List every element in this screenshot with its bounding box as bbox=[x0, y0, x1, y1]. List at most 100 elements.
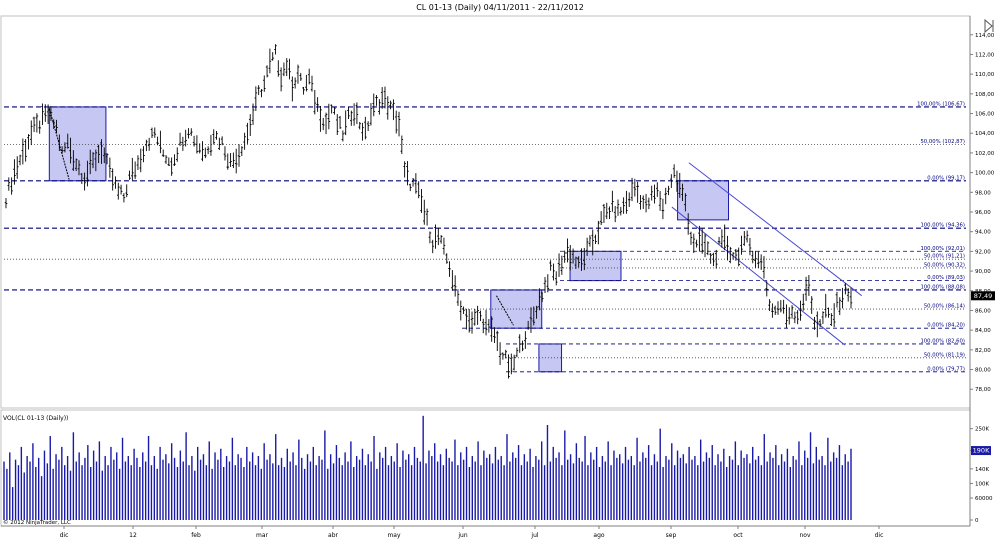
price-bar bbox=[518, 334, 522, 353]
range-box[interactable] bbox=[48, 106, 107, 182]
price-bar bbox=[330, 104, 333, 114]
price-bar bbox=[801, 293, 805, 311]
fib-level-label: 100,00% (82,60) bbox=[920, 338, 965, 344]
price-bar bbox=[846, 288, 850, 302]
price-bar bbox=[167, 157, 171, 167]
navigate-forward-icon[interactable] bbox=[984, 18, 994, 34]
price-bar bbox=[161, 149, 165, 157]
price-bar bbox=[622, 197, 625, 214]
time-tick-label: jul bbox=[530, 532, 538, 539]
price-bar bbox=[4, 198, 8, 209]
last-volume-marker bbox=[971, 446, 991, 456]
price-bar bbox=[364, 116, 367, 140]
price-bar bbox=[448, 261, 451, 277]
price-bar bbox=[627, 192, 631, 208]
price-bar bbox=[187, 128, 190, 139]
price-bar bbox=[243, 132, 246, 150]
price-bar bbox=[653, 184, 656, 204]
price-bar bbox=[501, 352, 505, 360]
price-bar bbox=[319, 105, 322, 132]
price-bar bbox=[268, 48, 272, 74]
channel-line[interactable] bbox=[688, 162, 862, 297]
price-bar bbox=[428, 231, 432, 244]
price-bar bbox=[686, 213, 690, 235]
price-bar bbox=[226, 153, 230, 170]
rectangle-drawings[interactable] bbox=[48, 106, 730, 373]
price-bars bbox=[4, 44, 853, 379]
price-bar bbox=[251, 103, 255, 125]
price-bar bbox=[717, 236, 721, 245]
price-bar bbox=[229, 153, 232, 167]
channel-line[interactable] bbox=[671, 206, 846, 346]
price-bar bbox=[599, 211, 603, 226]
price-bar bbox=[667, 185, 670, 196]
range-box[interactable] bbox=[569, 250, 622, 282]
channel-lines[interactable] bbox=[671, 162, 862, 346]
price-bar bbox=[787, 307, 791, 325]
price-tick-label: 102,00 bbox=[975, 151, 995, 157]
price-bar bbox=[838, 297, 842, 316]
price-bar bbox=[35, 113, 39, 133]
fibonacci-levels[interactable]: 100,00% (106,67) 50,00% (102,87) 0,00% (99… bbox=[4, 101, 966, 372]
price-bar bbox=[538, 288, 541, 311]
price-bar bbox=[156, 136, 159, 146]
copyright-label: © 2012 NinjaTrader, LLC bbox=[3, 519, 71, 526]
price-tick-label: 94,00 bbox=[975, 230, 991, 236]
price-bar bbox=[568, 244, 572, 271]
diagonal-line[interactable] bbox=[48, 108, 70, 180]
price-bar bbox=[453, 275, 457, 297]
volume-tick-label: 250K bbox=[975, 427, 989, 433]
price-bar bbox=[726, 235, 729, 261]
price-bar bbox=[743, 231, 746, 246]
price-bar bbox=[476, 305, 479, 325]
price-bar bbox=[588, 235, 592, 247]
price-bar bbox=[145, 139, 148, 152]
price-tick-label: 92,00 bbox=[975, 249, 991, 255]
price-bar bbox=[510, 353, 513, 375]
price-bar bbox=[97, 144, 100, 164]
price-bar bbox=[473, 309, 477, 326]
price-bar bbox=[681, 183, 684, 202]
price-bar bbox=[44, 104, 47, 122]
price-bar bbox=[223, 146, 227, 161]
price-bar bbox=[439, 235, 443, 244]
price-bar bbox=[661, 198, 665, 220]
price-bar bbox=[695, 239, 698, 248]
price-bar bbox=[189, 128, 193, 136]
price-bar bbox=[86, 160, 89, 187]
price-bar bbox=[344, 110, 347, 136]
price-bar bbox=[650, 185, 653, 201]
price-bar bbox=[768, 299, 771, 312]
volume-panel-label: VOL(CL 01-13 (Daily)) bbox=[3, 415, 68, 422]
price-bar bbox=[88, 149, 92, 175]
price-bar bbox=[21, 138, 25, 165]
price-bar bbox=[327, 103, 331, 130]
price-bar bbox=[813, 316, 816, 330]
price-bar bbox=[818, 319, 822, 327]
price-bar bbox=[321, 117, 325, 131]
price-bar bbox=[358, 121, 362, 130]
price-bar bbox=[712, 252, 715, 267]
diagonal-line[interactable] bbox=[496, 295, 514, 326]
price-bar bbox=[566, 238, 569, 263]
price-bar bbox=[408, 183, 412, 192]
price-bar bbox=[299, 72, 303, 81]
diagonal-lines[interactable] bbox=[48, 108, 514, 326]
fib-level-label: 0,00% (84,20) bbox=[927, 323, 965, 329]
price-tick-label: 114,00 bbox=[975, 33, 995, 39]
price-tick-label: 96,00 bbox=[975, 210, 991, 216]
price-bar bbox=[29, 120, 33, 146]
price-bar bbox=[63, 142, 67, 153]
last-price-marker bbox=[971, 291, 995, 301]
volume-tick-label: 100K bbox=[975, 481, 989, 487]
price-bar bbox=[571, 248, 575, 264]
time-tick-label: 12 bbox=[129, 532, 137, 539]
price-bar bbox=[644, 193, 648, 213]
price-bar bbox=[122, 193, 126, 203]
price-bar bbox=[748, 237, 752, 256]
price-bar bbox=[32, 116, 36, 133]
price-bar bbox=[72, 150, 75, 171]
price-bar bbox=[13, 159, 16, 185]
time-tick-label: jun bbox=[457, 532, 467, 539]
